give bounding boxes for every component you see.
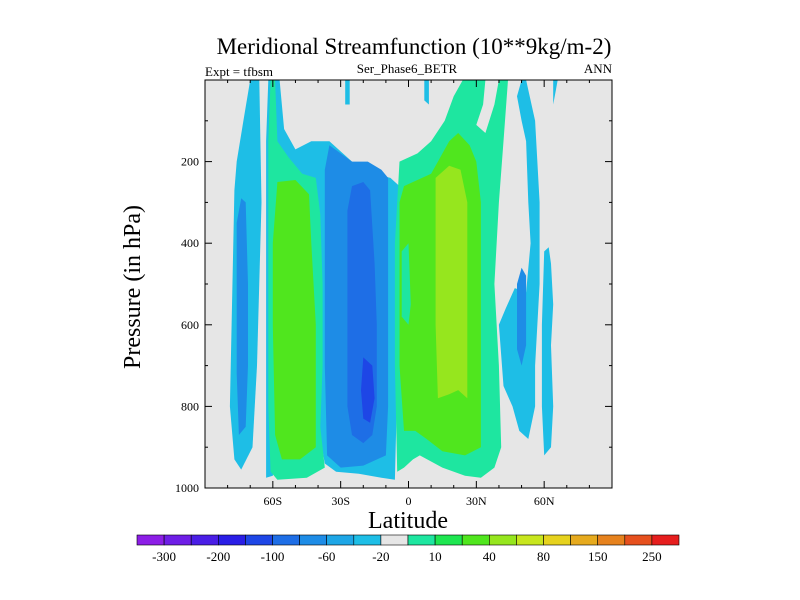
y-tick-label: 200 [181, 155, 199, 169]
colorbar-label: 250 [642, 549, 662, 564]
colorbar-swatch [461, 534, 490, 546]
colorbar-swatch [299, 534, 328, 546]
colorbar: -300 -200 -100 -60 -20 10 40 80 150 250 [136, 534, 680, 564]
y-tick-label: 1000 [175, 481, 199, 495]
colorbar-label: -100 [261, 549, 285, 564]
x-tick-label: 60N [534, 494, 555, 508]
contour-region-13 [401, 243, 411, 325]
colorbar-swatch [488, 534, 517, 546]
colorbar-swatch [136, 534, 165, 546]
colorbar-swatch [570, 534, 598, 546]
y-tick-label: 800 [181, 399, 199, 413]
contour-region-9 [424, 80, 429, 105]
contour-region-15 [517, 267, 527, 366]
colorbar-swatch [597, 534, 626, 546]
colorbar-label: -60 [318, 549, 335, 564]
contour-region-12 [435, 165, 468, 399]
x-tick-label: 0 [406, 494, 412, 508]
colorbar-label: -300 [152, 549, 176, 564]
colorbar-swatch [624, 534, 653, 546]
colorbar-swatch [516, 534, 544, 546]
season-label: ANN [584, 61, 613, 76]
contour-region-16 [553, 80, 558, 105]
contour-region-14 [498, 80, 540, 439]
x-axis: 60S 30S 0 30N 60N [204, 80, 613, 508]
x-axis-label: Latitude [368, 508, 448, 534]
colorbar-swatch [353, 534, 382, 546]
colorbar-label: -20 [372, 549, 389, 564]
case-label: Ser_Phase6_BETR [357, 61, 458, 76]
colorbar-label: 150 [588, 549, 608, 564]
x-tick-label: 60S [263, 494, 282, 508]
colorbar-label: 40 [483, 549, 496, 564]
colorbar-swatch [163, 534, 192, 546]
colorbar-swatch [218, 534, 246, 546]
colorbar-swatch [190, 534, 219, 546]
contour-region-4 [272, 180, 316, 460]
chart-title: Meridional Streamfunction (10**9kg/m-2) [217, 34, 612, 59]
colorbar-swatch [434, 534, 463, 546]
colorbar-swatch [326, 534, 355, 546]
y-axis-label: Pressure (in hPa) [120, 205, 146, 369]
x-tick-label: 30S [331, 494, 350, 508]
y-axis: 200 400 600 800 1000 [175, 120, 612, 495]
colorbar-swatch [543, 534, 571, 546]
x-tick-label: 30N [466, 494, 487, 508]
y-tick-label: 600 [181, 318, 199, 332]
colorbar-swatch [407, 534, 436, 546]
contour-region-17 [541, 247, 554, 456]
contour-region-7 [361, 357, 375, 423]
contour-region-1 [236, 198, 248, 435]
colorbar-label: 80 [537, 549, 550, 564]
experiment-label: Expt = tfbsm [205, 64, 273, 79]
colorbar-swatch [245, 534, 273, 546]
y-tick-label: 400 [181, 236, 199, 250]
colorbar-swatch [380, 534, 409, 546]
colorbar-label: 10 [429, 549, 442, 564]
colorbar-swatch [272, 534, 300, 546]
colorbar-label: -200 [206, 549, 230, 564]
contour-layer [229, 80, 558, 480]
contour-region-8 [345, 80, 350, 105]
colorbar-swatch [651, 534, 680, 546]
